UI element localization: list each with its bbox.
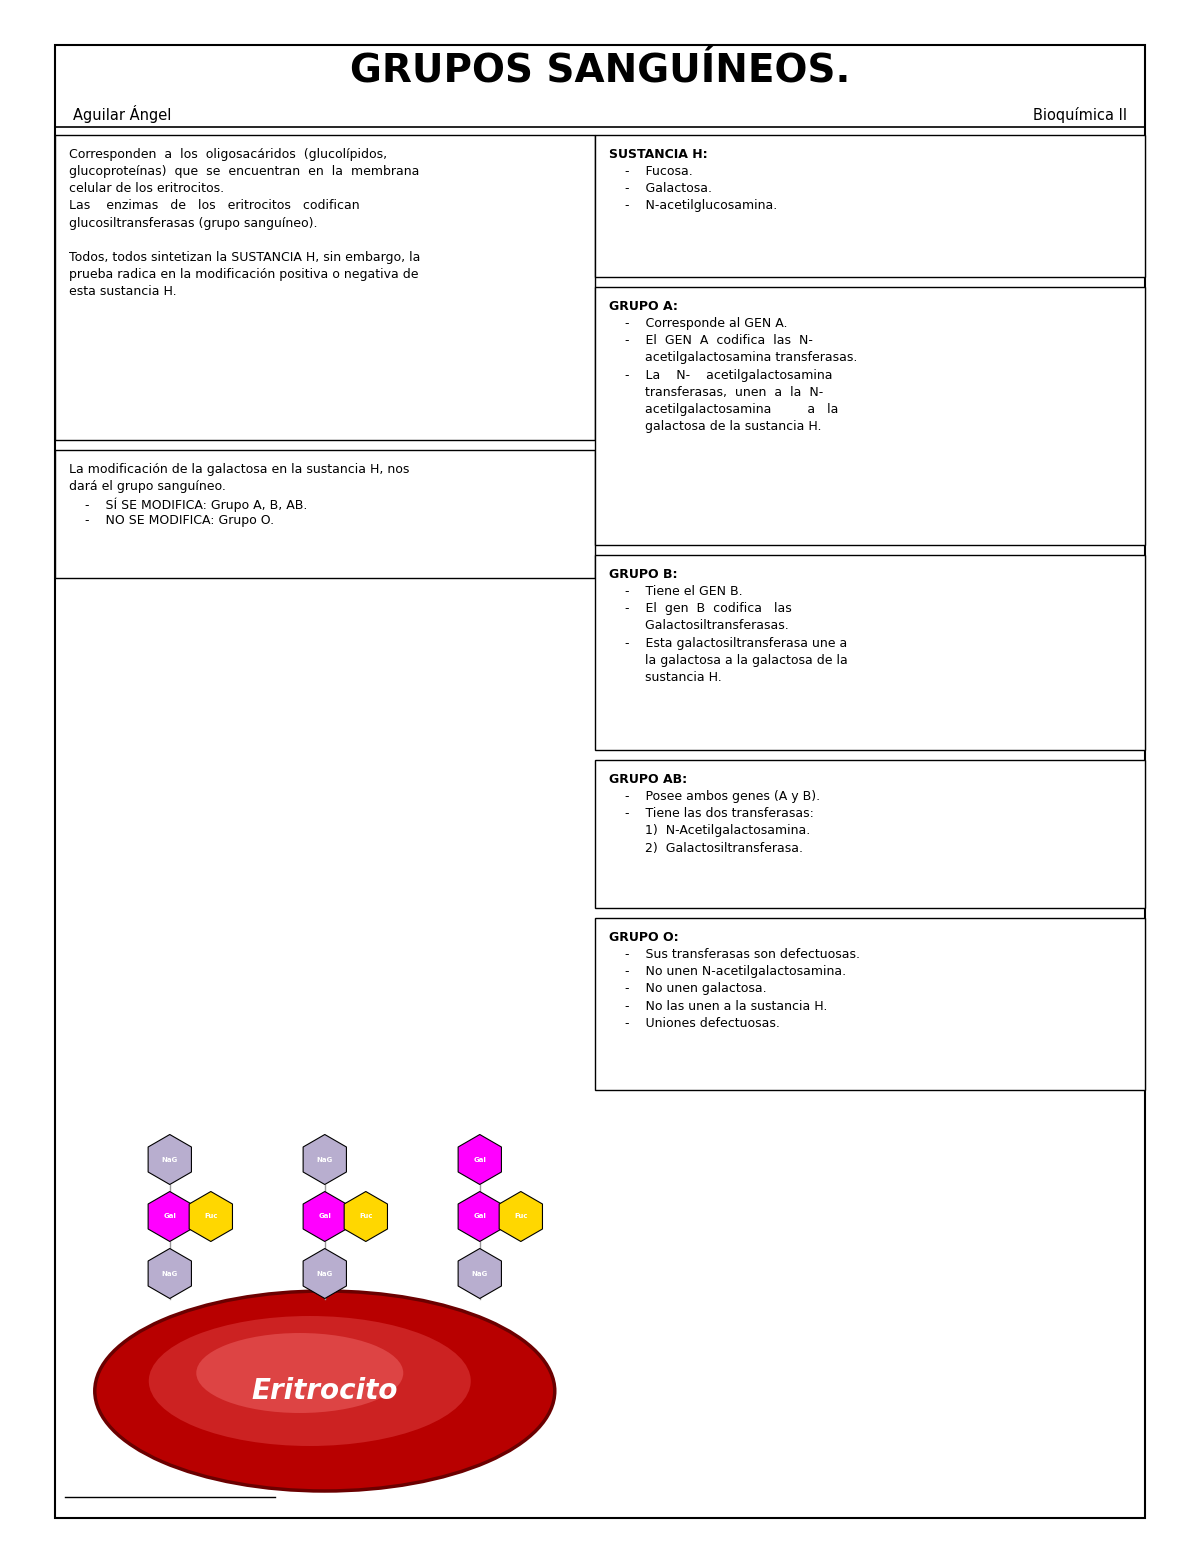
Text: acetilgalactosamina transferasas.: acetilgalactosamina transferasas. [608, 351, 857, 365]
Text: -    Tiene las dos transferasas:: - Tiene las dos transferasas: [608, 808, 814, 820]
Text: NaG: NaG [317, 1157, 332, 1163]
FancyBboxPatch shape [594, 759, 1145, 909]
Polygon shape [304, 1249, 347, 1298]
Text: dará el grupo sanguíneo.: dará el grupo sanguíneo. [70, 480, 226, 494]
Text: -    Esta galactosiltransferasa une a: - Esta galactosiltransferasa une a [608, 637, 847, 649]
Text: prueba radica en la modificación positiva o negativa de: prueba radica en la modificación positiv… [70, 269, 419, 281]
Text: SUSTANCIA H:: SUSTANCIA H: [608, 148, 707, 162]
Text: -    Tiene el GEN B.: - Tiene el GEN B. [608, 585, 742, 598]
FancyBboxPatch shape [594, 554, 1145, 750]
Text: 2)  Galactosiltransferasa.: 2) Galactosiltransferasa. [608, 842, 803, 854]
Text: -    Galactosa.: - Galactosa. [608, 182, 712, 196]
Text: -    Sus transferasas son defectuosas.: - Sus transferasas son defectuosas. [608, 949, 859, 961]
Polygon shape [148, 1249, 192, 1298]
Text: Corresponden  a  los  oligosacáridos  (glucolípidos,: Corresponden a los oligosacáridos (gluco… [70, 148, 388, 162]
Polygon shape [190, 1191, 233, 1241]
Text: -    La    N-    acetilgalactosamina: - La N- acetilgalactosamina [608, 368, 832, 382]
Ellipse shape [197, 1332, 403, 1413]
Text: -    N-acetilglucosamina.: - N-acetilglucosamina. [608, 199, 776, 213]
Text: -    El  GEN  A  codifica  las  N-: - El GEN A codifica las N- [608, 334, 812, 348]
Text: sustancia H.: sustancia H. [608, 671, 721, 683]
Text: -    No las unen a la sustancia H.: - No las unen a la sustancia H. [608, 1000, 827, 1013]
Text: NaG: NaG [162, 1157, 178, 1163]
Polygon shape [304, 1191, 347, 1241]
Polygon shape [148, 1135, 192, 1185]
Text: acetilgalactosamina         a   la: acetilgalactosamina a la [608, 402, 838, 416]
Text: Gal: Gal [163, 1213, 176, 1219]
Text: NaG: NaG [317, 1270, 332, 1277]
Text: Gal: Gal [473, 1157, 486, 1163]
Text: GRUPOS SANGUÍNEOS.: GRUPOS SANGUÍNEOS. [350, 53, 850, 92]
Text: GRUPO B:: GRUPO B: [608, 568, 677, 581]
Polygon shape [148, 1191, 192, 1241]
Text: Gal: Gal [473, 1213, 486, 1219]
Text: GRUPO A:: GRUPO A: [608, 300, 678, 314]
Text: transferasas,  unen  a  la  N-: transferasas, unen a la N- [608, 385, 823, 399]
FancyBboxPatch shape [594, 287, 1145, 545]
Text: celular de los eritrocitos.: celular de los eritrocitos. [70, 182, 224, 196]
FancyBboxPatch shape [55, 45, 1145, 1517]
Text: -    Fucosa.: - Fucosa. [608, 165, 692, 179]
Text: Aguilar Ángel: Aguilar Ángel [73, 106, 172, 123]
Text: esta sustancia H.: esta sustancia H. [70, 286, 176, 298]
Polygon shape [458, 1249, 502, 1298]
Text: -    No unen galactosa.: - No unen galactosa. [608, 983, 766, 995]
Ellipse shape [95, 1291, 554, 1491]
FancyBboxPatch shape [55, 450, 594, 578]
Text: glucosiltransferasas (grupo sanguíneo).: glucosiltransferasas (grupo sanguíneo). [70, 216, 318, 230]
Text: NaG: NaG [472, 1270, 488, 1277]
FancyBboxPatch shape [594, 135, 1145, 276]
Text: -    Posee ambos genes (A y B).: - Posee ambos genes (A y B). [608, 790, 820, 803]
Text: Fuc: Fuc [514, 1213, 528, 1219]
Polygon shape [344, 1191, 388, 1241]
Text: Fuc: Fuc [359, 1213, 372, 1219]
Polygon shape [499, 1191, 542, 1241]
Text: Bioquímica II: Bioquímica II [1033, 107, 1127, 123]
Text: NaG: NaG [162, 1270, 178, 1277]
Text: la galactosa a la galactosa de la: la galactosa a la galactosa de la [608, 654, 847, 666]
Text: Las    enzimas   de   los   eritrocitos   codifican: Las enzimas de los eritrocitos codifican [70, 199, 360, 213]
FancyBboxPatch shape [594, 918, 1145, 1090]
FancyBboxPatch shape [55, 135, 594, 439]
Text: galactosa de la sustancia H.: galactosa de la sustancia H. [608, 419, 821, 433]
Text: -    No unen N-acetilgalactosamina.: - No unen N-acetilgalactosamina. [608, 966, 846, 978]
Text: glucoproteínas)  que  se  encuentran  en  la  membrana: glucoproteínas) que se encuentran en la … [70, 165, 419, 179]
Text: -    NO SE MODIFICA: Grupo O.: - NO SE MODIFICA: Grupo O. [70, 514, 274, 528]
Text: La modificación de la galactosa en la sustancia H, nos: La modificación de la galactosa en la su… [70, 463, 409, 477]
Text: -    SÍ SE MODIFICA: Grupo A, B, AB.: - SÍ SE MODIFICA: Grupo A, B, AB. [70, 497, 307, 512]
Text: -    Uniones defectuosas.: - Uniones defectuosas. [608, 1017, 780, 1030]
Text: -    El  gen  B  codifica   las: - El gen B codifica las [608, 603, 791, 615]
Polygon shape [458, 1191, 502, 1241]
Polygon shape [458, 1135, 502, 1185]
Text: Eritrocito: Eritrocito [252, 1378, 398, 1405]
Text: Todos, todos sintetizan la SUSTANCIA H, sin embargo, la: Todos, todos sintetizan la SUSTANCIA H, … [70, 252, 420, 264]
Text: 1)  N-Acetilgalactosamina.: 1) N-Acetilgalactosamina. [608, 825, 810, 837]
Ellipse shape [149, 1315, 470, 1446]
Polygon shape [304, 1135, 347, 1185]
Text: Galactosiltransferasas.: Galactosiltransferasas. [608, 620, 788, 632]
Text: GRUPO AB:: GRUPO AB: [608, 773, 686, 786]
Text: GRUPO O:: GRUPO O: [608, 930, 678, 944]
Text: -    Corresponde al GEN A.: - Corresponde al GEN A. [608, 317, 787, 331]
Text: Fuc: Fuc [204, 1213, 217, 1219]
Text: Gal: Gal [318, 1213, 331, 1219]
